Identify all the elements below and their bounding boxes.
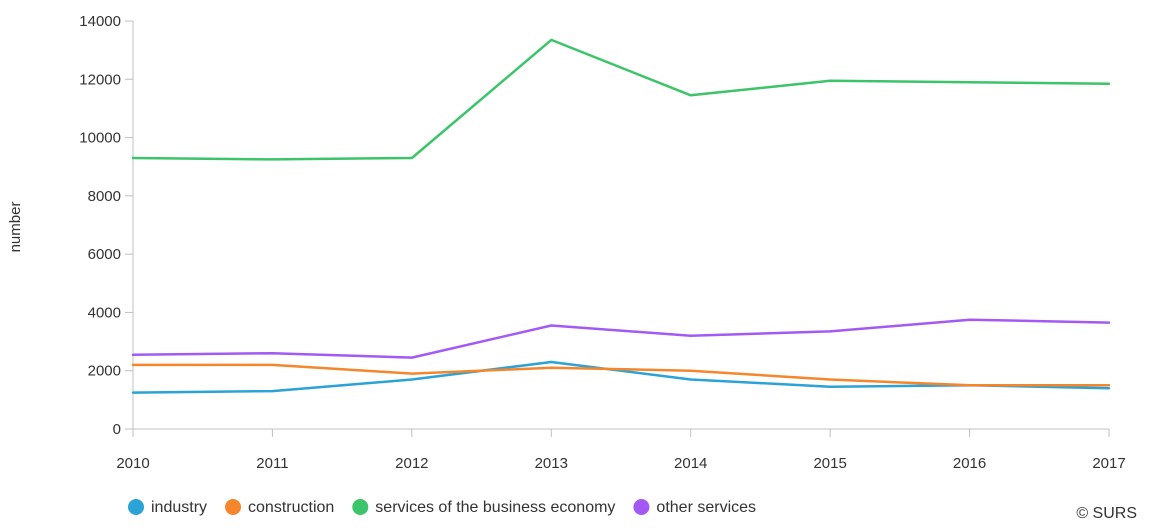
legend-label: industry: [151, 499, 207, 516]
data-point[interactable]: [967, 79, 973, 85]
credit-label[interactable]: © SURS: [1076, 505, 1137, 522]
data-point[interactable]: [688, 92, 694, 98]
data-point[interactable]: [827, 384, 833, 390]
data-point[interactable]: [827, 78, 833, 84]
data-point[interactable]: [1106, 81, 1112, 87]
legend-label: services of the business economy: [375, 499, 615, 516]
legend-marker: [128, 499, 144, 515]
data-point[interactable]: [548, 359, 554, 365]
series-lines: [130, 37, 1112, 396]
legend-marker: [225, 499, 242, 515]
data-point[interactable]: [269, 156, 275, 162]
legend-marker: [352, 499, 369, 515]
x-tick-label: 2015: [813, 455, 846, 472]
x-tick-label: 2014: [674, 455, 707, 472]
x-tick-label: 2011: [256, 455, 288, 472]
data-point[interactable]: [130, 390, 136, 396]
y-axis-title: number: [7, 202, 24, 253]
data-point[interactable]: [548, 365, 554, 371]
data-point[interactable]: [967, 382, 973, 388]
x-tick-label: 2017: [1092, 455, 1125, 472]
data-point[interactable]: [1106, 320, 1112, 326]
series-line[interactable]: [131, 318, 1111, 359]
data-point[interactable]: [409, 376, 415, 382]
y-tick-label: 0: [113, 421, 121, 438]
legend-marker: [633, 499, 650, 515]
data-point[interactable]: [548, 323, 554, 329]
legend-item[interactable]: construction: [225, 499, 334, 516]
y-tick-label: 12000: [79, 71, 121, 88]
data-point[interactable]: [130, 362, 136, 368]
y-axis-title-group: number: [7, 202, 24, 253]
y-tick-label: 14000: [79, 13, 121, 30]
y-tick-label: 6000: [88, 246, 121, 263]
data-point[interactable]: [1106, 382, 1112, 388]
data-point[interactable]: [967, 317, 973, 323]
legend-label: construction: [248, 499, 334, 516]
data-point[interactable]: [269, 362, 275, 368]
data-point[interactable]: [688, 333, 694, 339]
legend-item[interactable]: industry: [128, 499, 207, 516]
x-tick-label: 2013: [535, 455, 568, 472]
series-services-of-the-business-economy[interactable]: [130, 37, 1112, 162]
y-axis: 0 2000 4000 6000 8000 10000 12000 14000: [79, 13, 134, 438]
x-tick-label: 2012: [395, 455, 428, 472]
data-point[interactable]: [688, 368, 694, 374]
series-other-services[interactable]: [130, 317, 1112, 361]
series-construction[interactable]: [130, 362, 1112, 388]
x-tick-label: 2010: [116, 455, 149, 472]
legend-item[interactable]: services of the business economy: [352, 499, 615, 516]
legend[interactable]: industry construction services of the busi…: [128, 499, 756, 516]
series-line[interactable]: [131, 363, 1111, 387]
data-point[interactable]: [688, 376, 694, 382]
data-point[interactable]: [269, 350, 275, 356]
data-point[interactable]: [827, 376, 833, 382]
legend-item[interactable]: other services: [633, 499, 756, 516]
x-tick-label: 2016: [953, 455, 986, 472]
y-tick-label: 8000: [88, 188, 121, 205]
y-tick-label: 2000: [88, 363, 121, 380]
legend-label: other services: [656, 499, 756, 516]
data-point[interactable]: [409, 155, 415, 161]
y-tick-label: 10000: [79, 130, 121, 147]
data-point[interactable]: [130, 352, 136, 358]
data-point[interactable]: [827, 328, 833, 334]
y-tick-label: 4000: [88, 304, 121, 321]
data-point[interactable]: [409, 355, 415, 361]
data-point[interactable]: [130, 155, 136, 161]
data-point[interactable]: [409, 371, 415, 377]
series-line[interactable]: [131, 360, 1111, 394]
data-point[interactable]: [269, 388, 275, 394]
x-axis: 2010 2011 2012 2013 2014 2015 2016 2017: [116, 428, 1126, 472]
series-line[interactable]: [131, 38, 1111, 161]
data-point[interactable]: [548, 37, 554, 43]
